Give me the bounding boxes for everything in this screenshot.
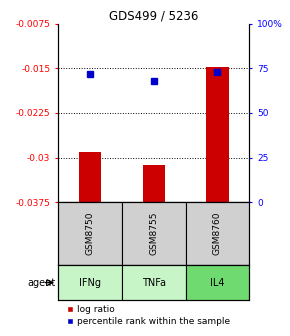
Text: GSM8760: GSM8760	[213, 212, 222, 255]
Bar	[206, 67, 229, 202]
Bar	[186, 265, 249, 300]
Bar	[58, 265, 122, 300]
Text: IFNg: IFNg	[79, 278, 101, 288]
Text: agent: agent	[28, 278, 56, 288]
Text: GSM8755: GSM8755	[149, 212, 158, 255]
Bar	[186, 202, 249, 265]
Bar	[79, 152, 101, 202]
Legend: log ratio, percentile rank within the sample: log ratio, percentile rank within the sa…	[63, 302, 234, 330]
Text: TNFa: TNFa	[142, 278, 166, 288]
Bar	[122, 265, 186, 300]
Bar	[122, 202, 186, 265]
Text: IL4: IL4	[210, 278, 225, 288]
Title: GDS499 / 5236: GDS499 / 5236	[109, 9, 198, 23]
Bar	[58, 202, 122, 265]
Text: GSM8750: GSM8750	[85, 212, 95, 255]
Bar	[142, 165, 165, 202]
